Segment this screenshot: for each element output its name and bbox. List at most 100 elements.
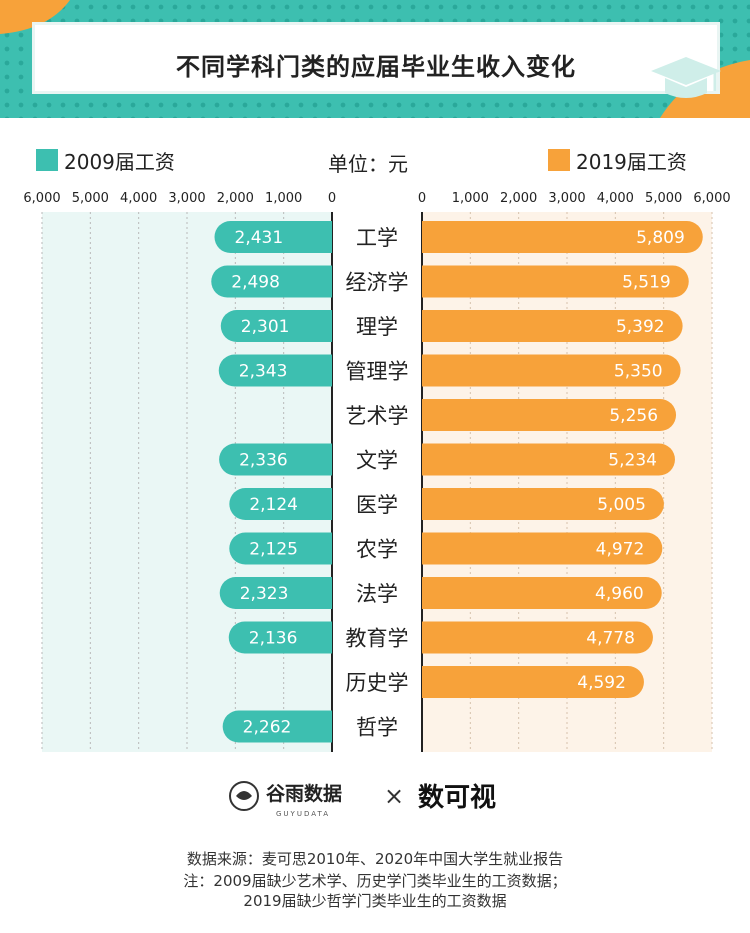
left-tick-label: 1,000 — [265, 191, 302, 206]
right-tick-label: 5,000 — [645, 191, 682, 206]
category-label: 文学 — [356, 449, 398, 473]
left-tick-label: 5,000 — [72, 191, 109, 206]
bar-2009-square-end — [300, 310, 332, 342]
bar-2019-square-end — [422, 399, 454, 431]
legend-swatch-2009 — [36, 149, 58, 171]
bar-2019 — [422, 577, 662, 609]
legend-2009: 2009届工资 — [36, 148, 175, 174]
value-label-2019: 5,234 — [608, 451, 657, 471]
category-label: 历史学 — [346, 671, 409, 695]
right-tick-label: 2,000 — [500, 191, 537, 206]
right-tick-label: 3,000 — [548, 191, 585, 206]
bar-2019-square-end — [422, 310, 454, 342]
value-label-2009: 2,343 — [239, 362, 288, 382]
value-label-2009: 2,498 — [231, 273, 280, 293]
bar-2019-square-end — [422, 621, 454, 654]
bar-2019 — [422, 666, 644, 698]
right-tick-label: 6,000 — [693, 191, 730, 206]
bar-2019-square-end — [422, 488, 454, 520]
source-line-1: 数据来源：麦可思2010年、2020年中国大学生就业报告 — [186, 850, 564, 868]
bar-2019 — [422, 265, 689, 298]
bar-2019 — [422, 221, 703, 253]
right-tick-label: 1,000 — [452, 191, 489, 206]
left-tick-label: 0 — [328, 191, 336, 206]
bar-2019 — [422, 621, 653, 654]
bar-2019-square-end — [422, 443, 454, 476]
value-label-2019: 4,960 — [595, 584, 644, 604]
title-card: 不同学科门类的应届毕业生收入变化 — [32, 22, 721, 98]
value-label-2009: 2,124 — [249, 495, 298, 515]
bar-2019 — [422, 310, 683, 342]
value-label-2019: 5,519 — [622, 273, 671, 293]
brand1-sub: GUYUDATA — [276, 810, 330, 818]
value-label-2019: 5,005 — [597, 495, 646, 515]
right-tick-label: 4,000 — [597, 191, 634, 206]
category-label: 经济学 — [346, 271, 409, 295]
bar-2019-square-end — [422, 666, 454, 698]
category-label: 理学 — [356, 315, 398, 339]
value-label-2009: 2,262 — [243, 718, 292, 738]
value-label-2019: 5,256 — [609, 406, 658, 426]
right-tick-label: 0 — [418, 191, 426, 206]
category-label: 艺术学 — [346, 404, 409, 428]
guyu-logo-mark — [236, 791, 252, 800]
category-label: 哲学 — [356, 716, 398, 740]
note-line-2: 注：2009届缺少艺术学、历史学门类毕业生的工资数据； — [183, 872, 567, 890]
left-tick-label: 2,000 — [217, 191, 254, 206]
legend-label-2009: 2009届工资 — [64, 149, 175, 174]
legend-2019: 2019届工资 — [548, 148, 687, 174]
brand2-name: 数可视 — [418, 783, 496, 813]
left-tick-label: 6,000 — [23, 191, 60, 206]
butterfly-bar-chart: 6,000 5,000 4,000 3,000 2,000 1,000 0 0 1,000 2,0… — [23, 191, 731, 752]
bar-2019-square-end — [422, 354, 454, 387]
bar-2019-square-end — [422, 532, 454, 565]
category-label: 医学 — [356, 493, 398, 517]
bar-2019 — [422, 443, 675, 476]
left-tick-label: 3,000 — [168, 191, 205, 206]
category-label: 管理学 — [346, 360, 409, 384]
note-line-3: 2019届缺少哲学门类毕业生的工资数据 — [243, 892, 507, 910]
value-label-2009: 2,301 — [241, 317, 290, 337]
chart-title: 不同学科门类的应届毕业生收入变化 — [176, 53, 576, 81]
category-label: 教育学 — [346, 627, 409, 651]
value-label-2019: 4,592 — [577, 673, 626, 693]
bar-2019-square-end — [422, 221, 454, 253]
value-label-2019: 4,778 — [586, 629, 635, 649]
bar-2009-square-end — [300, 577, 332, 609]
bar-2009-square-end — [300, 354, 332, 387]
footer-logos: 谷雨数据 GUYUDATA × 数可视 — [0, 776, 750, 820]
bar-2019-square-end — [422, 265, 454, 298]
category-label: 法学 — [356, 582, 398, 606]
bar-2019 — [422, 488, 664, 520]
bar-2009-square-end — [300, 265, 332, 298]
value-label-2009: 2,136 — [249, 629, 298, 649]
value-label-2009: 2,125 — [249, 540, 298, 560]
bar-2009-square-end — [300, 621, 332, 654]
left-tick-label: 4,000 — [120, 191, 157, 206]
legend-label-2019: 2019届工资 — [576, 149, 687, 174]
guyu-logo-icon — [229, 781, 259, 811]
value-label-2019: 5,392 — [616, 317, 665, 337]
bar-2019-square-end — [422, 577, 454, 609]
bar-2009-square-end — [300, 221, 332, 253]
legend-swatch-2019 — [548, 149, 570, 171]
bar-2019 — [422, 532, 663, 565]
bar-2019 — [422, 354, 681, 387]
value-label-2009: 2,431 — [235, 228, 284, 248]
value-label-2019: 5,350 — [614, 362, 663, 382]
bar-2009-square-end — [300, 710, 332, 743]
value-label-2009: 2,336 — [239, 451, 288, 471]
bar-2009-square-end — [300, 488, 332, 520]
category-label: 农学 — [356, 538, 398, 562]
bar-2009-square-end — [300, 443, 332, 476]
bar-2009-square-end — [300, 532, 332, 565]
bar-2019 — [422, 399, 677, 431]
times-sign: × — [384, 782, 404, 810]
logo-strip: 谷雨数据 GUYUDATA × 数可视 — [229, 781, 496, 818]
brand1-name: 谷雨数据 — [266, 782, 342, 805]
unit-label: 单位：元 — [328, 152, 408, 176]
value-label-2019: 5,809 — [636, 228, 685, 248]
graduation-cap-icon — [651, 57, 721, 98]
category-label: 工学 — [356, 226, 398, 250]
